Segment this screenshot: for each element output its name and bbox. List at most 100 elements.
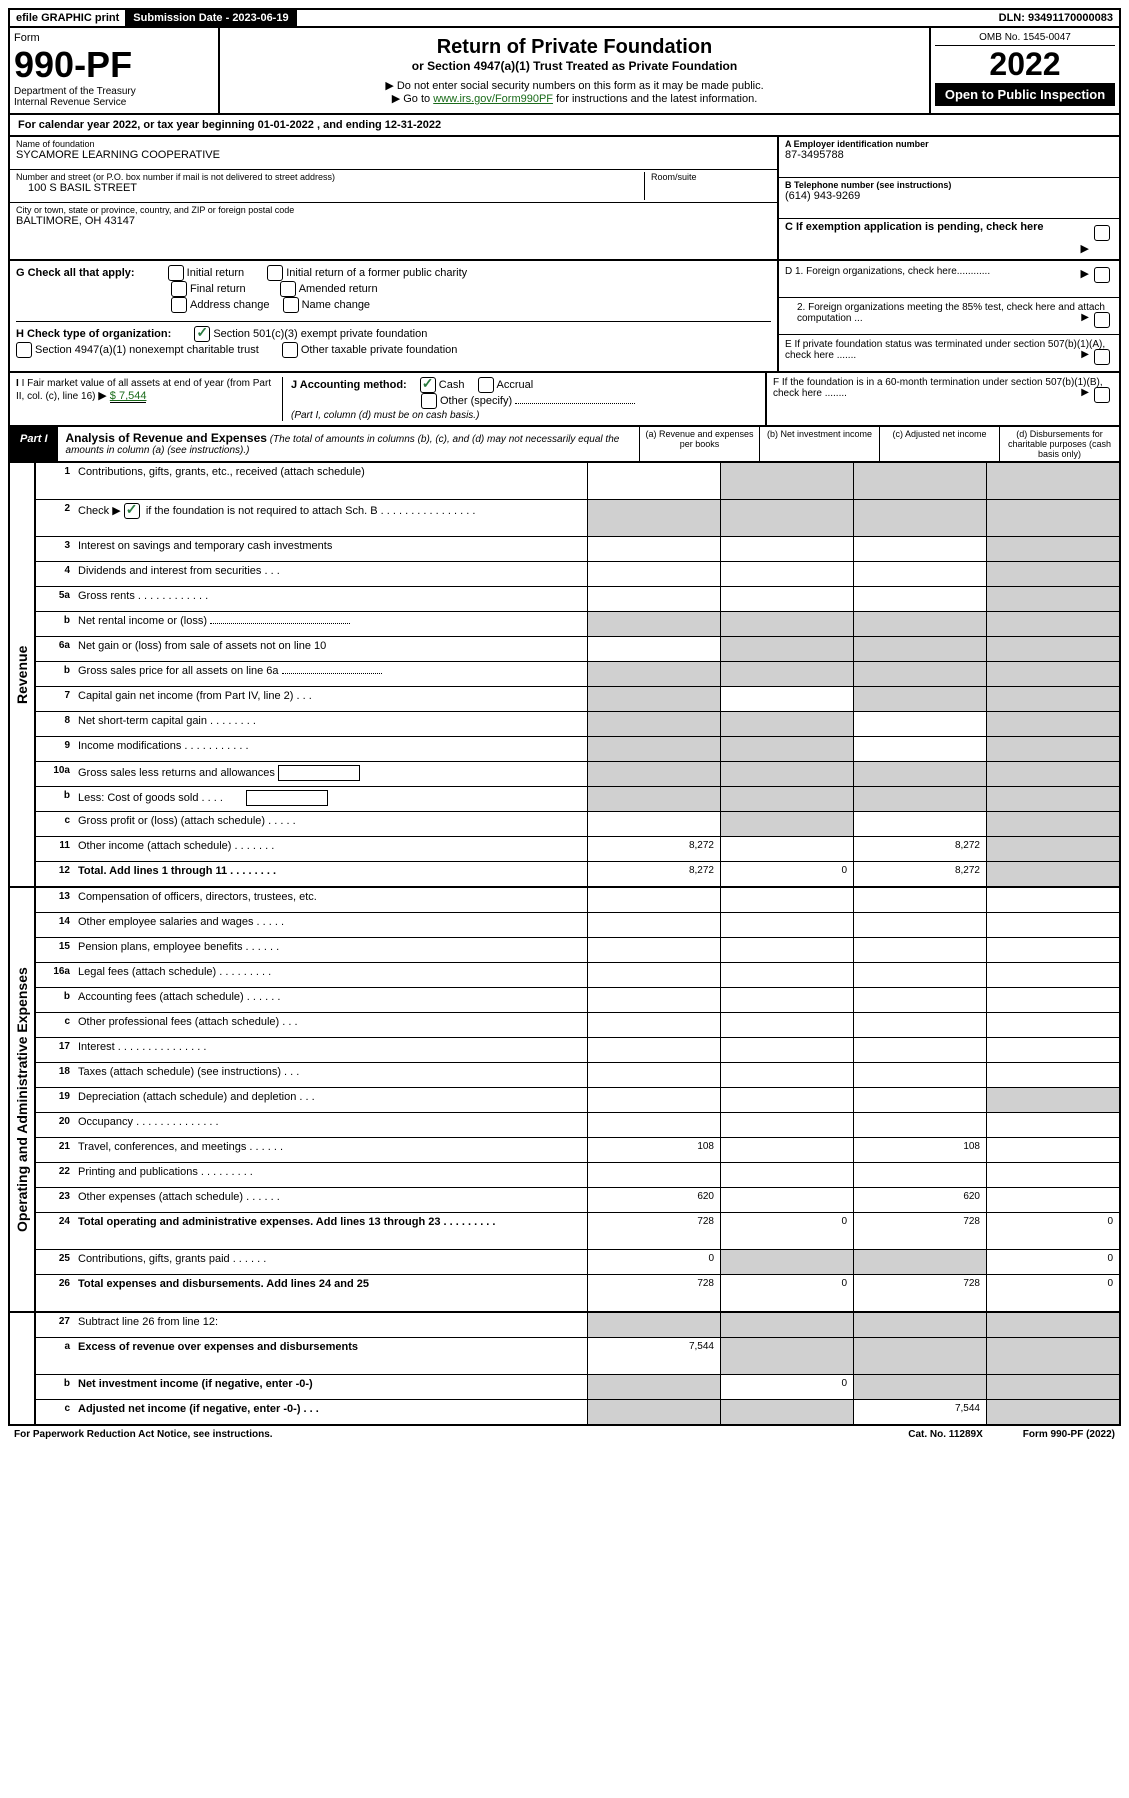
col-d-header: (d) Disbursements for charitable purpose… — [999, 427, 1119, 461]
checkbox-501c3[interactable] — [194, 326, 210, 342]
g-row: G Check all that apply: Initial return I… — [16, 265, 771, 313]
ein-row: A Employer identification number 87-3495… — [779, 137, 1119, 178]
part-columns: (a) Revenue and expenses per books (b) N… — [639, 427, 1119, 461]
irs-link[interactable]: www.irs.gov/Form990PF — [433, 93, 553, 105]
phone-row: B Telephone number (see instructions) (6… — [779, 178, 1119, 219]
address-row: Number and street (or P.O. box number if… — [10, 170, 777, 203]
header-left: Form 990-PF Department of the Treasury I… — [10, 28, 220, 113]
h-row: H Check type of organization: Section 50… — [16, 321, 771, 358]
r24-d: 0 — [986, 1213, 1119, 1249]
note-ssn: ▶ Do not enter social security numbers o… — [228, 79, 921, 92]
dept: Department of the Treasury — [14, 86, 214, 97]
d1-row: D 1. Foreign organizations, check here..… — [779, 261, 1119, 298]
irs: Internal Revenue Service — [14, 97, 214, 108]
arrow-icon: ▶ — [98, 390, 106, 402]
open-public: Open to Public Inspection — [935, 83, 1115, 106]
form-word: Form — [14, 32, 214, 44]
r26-c: 728 — [853, 1275, 986, 1311]
city-row: City or town, state or province, country… — [10, 203, 777, 235]
form-title: Return of Private Foundation — [228, 36, 921, 59]
r24-a: 728 — [587, 1213, 720, 1249]
ijf-row: I I Fair market value of all assets at e… — [8, 373, 1121, 427]
r24-c: 728 — [853, 1213, 986, 1249]
checkbox-amended[interactable] — [280, 281, 296, 297]
note-link: ▶ Go to www.irs.gov/Form990PF for instru… — [228, 92, 921, 105]
footer-center: Cat. No. 11289X — [908, 1429, 982, 1440]
j-block: J Accounting method: Cash Accrual Other … — [283, 377, 759, 421]
revenue-table: Revenue 1Contributions, gifts, grants, e… — [8, 463, 1121, 888]
checkbox-accrual[interactable] — [478, 377, 494, 393]
submission-date: Submission Date - 2023-06-19 — [127, 10, 296, 26]
checkbox-d2[interactable] — [1094, 312, 1110, 328]
check-grid: G Check all that apply: Initial return I… — [8, 261, 1121, 373]
col-c-header: (c) Adjusted net income — [879, 427, 999, 461]
efile-label[interactable]: efile GRAPHIC print — [10, 10, 127, 26]
i-block: I I Fair market value of all assets at e… — [16, 377, 283, 421]
r12-c: 8,272 — [853, 862, 986, 886]
checkbox-cash[interactable] — [420, 377, 436, 393]
form-subtitle: or Section 4947(a)(1) Trust Treated as P… — [228, 59, 921, 73]
fmv-value[interactable]: $ 7,544 — [110, 390, 147, 403]
r23-a: 620 — [587, 1188, 720, 1212]
r11-c: 8,272 — [853, 837, 986, 861]
arrow-icon: ▶ — [1081, 349, 1089, 360]
city-state-zip: BALTIMORE, OH 43147 — [16, 215, 771, 227]
checkbox-address-change[interactable] — [171, 297, 187, 313]
omb: OMB No. 1545-0047 — [935, 32, 1115, 46]
foundation-name: SYCAMORE LEARNING COOPERATIVE — [16, 149, 771, 161]
checkbox-4947[interactable] — [16, 342, 32, 358]
arrow-icon: ▶ — [1081, 312, 1089, 323]
street-address: 100 S BASIL STREET — [16, 182, 644, 194]
part1-header: Part I Analysis of Revenue and Expenses … — [8, 427, 1121, 463]
dln: DLN: 93491170000083 — [993, 10, 1119, 26]
r25-d: 0 — [986, 1250, 1119, 1274]
r23-c: 620 — [853, 1188, 986, 1212]
id-block: Name of foundation SYCAMORE LEARNING COO… — [8, 137, 1121, 261]
phone: (614) 943-9269 — [785, 190, 1113, 202]
page-footer: For Paperwork Reduction Act Notice, see … — [8, 1426, 1121, 1443]
arrow-icon: ▶ — [1081, 387, 1089, 398]
header-center: Return of Private Foundation or Section … — [220, 28, 931, 113]
r21-c: 108 — [853, 1138, 986, 1162]
header-right: OMB No. 1545-0047 2022 Open to Public In… — [931, 28, 1119, 113]
checkbox-initial-former[interactable] — [267, 265, 283, 281]
r27c-c: 7,544 — [853, 1400, 986, 1424]
line27-table: 27Subtract line 26 from line 12: aExcess… — [8, 1313, 1121, 1426]
r12-b: 0 — [720, 862, 853, 886]
r27b-b: 0 — [720, 1375, 853, 1399]
checkbox-sch-b[interactable] — [124, 503, 140, 519]
checkbox-other-taxable[interactable] — [282, 342, 298, 358]
r26-a: 728 — [587, 1275, 720, 1311]
checkbox-name-change[interactable] — [283, 297, 299, 313]
expenses-side-label: Operating and Administrative Expenses — [10, 888, 36, 1311]
checkbox-final[interactable] — [171, 281, 187, 297]
revenue-side-label: Revenue — [10, 463, 36, 886]
expenses-table: Operating and Administrative Expenses 13… — [8, 888, 1121, 1313]
f-block: F If the foundation is in a 60-month ter… — [767, 373, 1119, 425]
checkbox-c[interactable] — [1094, 225, 1110, 241]
r26-b: 0 — [720, 1275, 853, 1311]
checkbox-e[interactable] — [1094, 349, 1110, 365]
checkbox-other-method[interactable] — [421, 393, 437, 409]
r26-d: 0 — [986, 1275, 1119, 1311]
r11-a: 8,272 — [587, 837, 720, 861]
calendar-year: For calendar year 2022, or tax year begi… — [8, 115, 1121, 137]
foundation-name-row: Name of foundation SYCAMORE LEARNING COO… — [10, 137, 777, 170]
col-a-header: (a) Revenue and expenses per books — [639, 427, 759, 461]
form-header: Form 990-PF Department of the Treasury I… — [8, 28, 1121, 115]
d2-row: 2. Foreign organizations meeting the 85%… — [779, 298, 1119, 335]
checkbox-f[interactable] — [1094, 387, 1110, 403]
footer-left: For Paperwork Reduction Act Notice, see … — [14, 1429, 273, 1440]
arrow-icon: ▶ — [1081, 242, 1089, 255]
r21-a: 108 — [587, 1138, 720, 1162]
col-b-header: (b) Net investment income — [759, 427, 879, 461]
r27a-a: 7,544 — [587, 1338, 720, 1374]
top-bar: efile GRAPHIC print Submission Date - 20… — [8, 8, 1121, 28]
part-label: Part I — [10, 427, 58, 461]
checkbox-initial-return[interactable] — [168, 265, 184, 281]
e-row: E If private foundation status was termi… — [779, 335, 1119, 371]
arrow-icon: ▶ — [1081, 267, 1089, 280]
checkbox-d1[interactable] — [1094, 267, 1110, 283]
r25-a: 0 — [587, 1250, 720, 1274]
footer-right: Form 990-PF (2022) — [1023, 1429, 1115, 1440]
